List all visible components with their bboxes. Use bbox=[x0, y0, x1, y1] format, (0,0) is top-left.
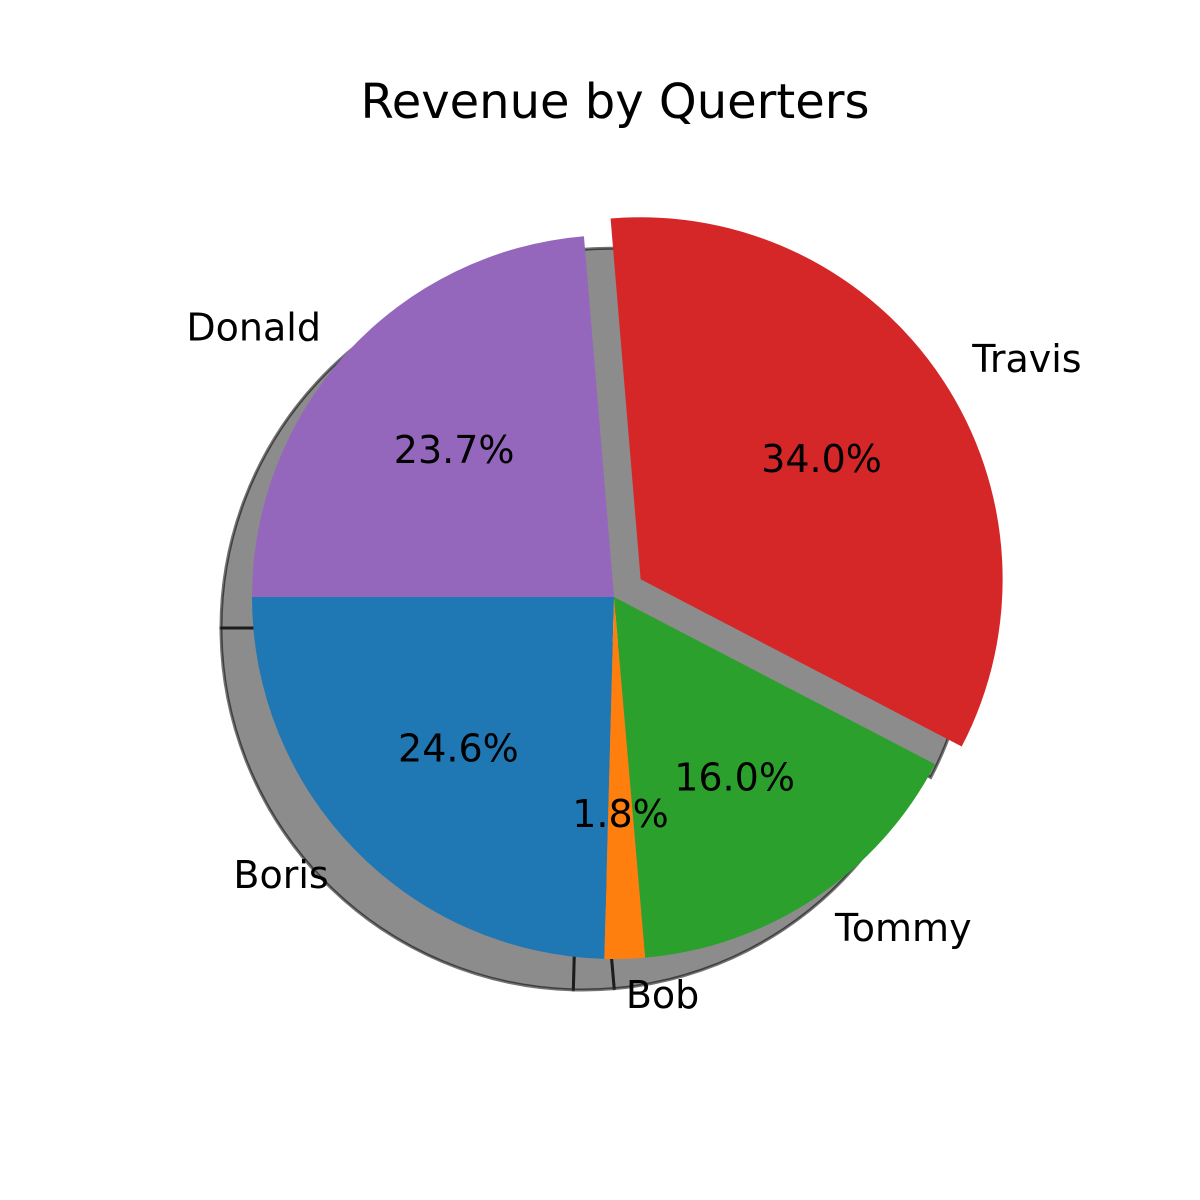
slice-label-boris: Boris bbox=[233, 853, 328, 897]
pie-slices bbox=[252, 217, 1003, 959]
slice-label-donald: Donald bbox=[186, 305, 321, 349]
slice-tommy bbox=[614, 597, 936, 958]
slice-donald bbox=[252, 236, 614, 597]
slice-label-bob: Bob bbox=[626, 973, 699, 1017]
slice-label-travis: Travis bbox=[971, 337, 1081, 381]
pct-label-donald: 23.7% bbox=[394, 428, 515, 472]
slice-label-tommy: Tommy bbox=[834, 906, 972, 950]
chart-title: Revenue by Querters bbox=[360, 74, 870, 130]
slice-boris bbox=[252, 597, 614, 959]
pct-label-tommy: 16.0% bbox=[674, 756, 795, 800]
pct-label-travis: 34.0% bbox=[761, 437, 882, 481]
pct-label-boris: 24.6% bbox=[398, 727, 519, 771]
pct-label-bob: 1.8% bbox=[572, 792, 669, 836]
pct-labels: 24.6% 1.8%16.0% 34.0% 23.7% bbox=[394, 428, 882, 836]
slice-travis bbox=[610, 217, 1003, 747]
slice-labels: Boris Bob Tommy Travis Donald bbox=[186, 305, 1081, 1017]
slice-bob bbox=[604, 597, 646, 959]
